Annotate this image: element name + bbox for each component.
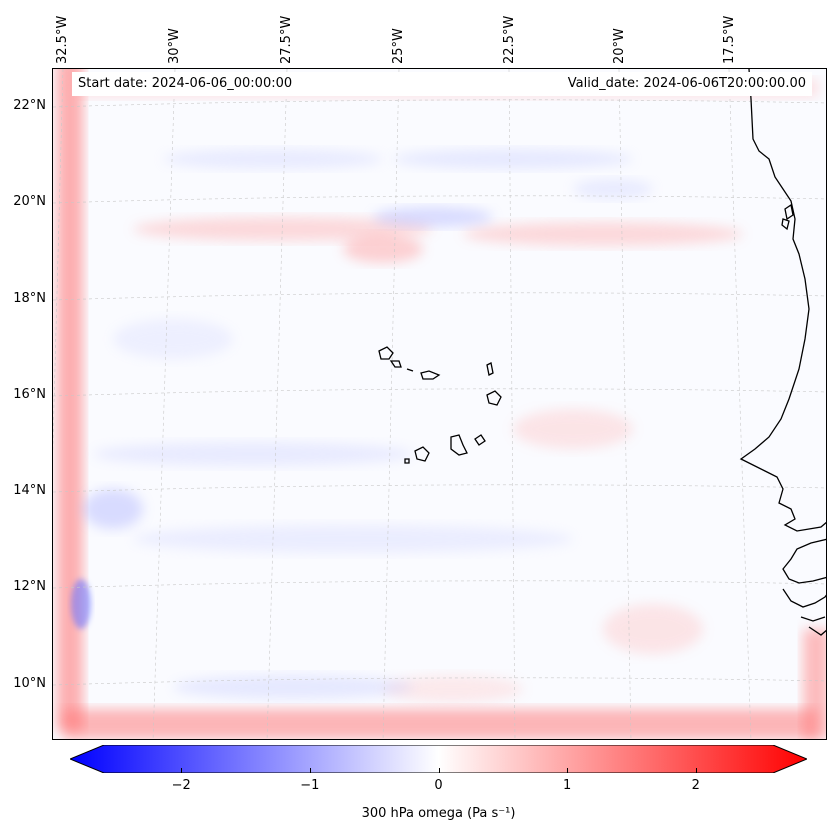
island-fogo [414, 446, 430, 462]
field-blob [83, 489, 143, 529]
map-canvas [53, 69, 826, 739]
longitude-label: 22.5°W [502, 15, 517, 64]
map-panel [52, 68, 827, 740]
field-blob [133, 525, 573, 553]
field-blob [513, 409, 633, 449]
field-blob [573, 179, 653, 199]
coast-segment [782, 538, 826, 584]
colorbar-tick-label: −1 [300, 778, 320, 793]
longitude-label: 30°W [167, 28, 182, 64]
colorbar-tick-label: 0 [434, 778, 443, 793]
graticule [53, 69, 826, 739]
latitude-label: 18°N [13, 291, 46, 306]
colorbar-gradient [70, 745, 807, 773]
field-blob [343, 235, 423, 263]
colorbar-tickmark [567, 768, 569, 773]
colorbar-tick-label: 2 [691, 778, 700, 793]
island-brava [404, 458, 410, 464]
colorbar [70, 745, 807, 773]
longitude-label: 32.5°W [55, 15, 70, 64]
field-blob [393, 149, 633, 169]
boundary-west [57, 69, 83, 731]
field-blob [113, 319, 233, 359]
omega-field [57, 69, 826, 739]
latitude-label: 14°N [13, 483, 46, 498]
colorbar-tickmark [438, 768, 440, 773]
field-blob [93, 442, 413, 466]
africa-coastline [739, 69, 826, 532]
island-sao-nicolau [420, 370, 441, 380]
colorbar-tick-label: 1 [563, 778, 572, 793]
island-santo-antao [378, 346, 394, 360]
field-blob [373, 207, 493, 227]
latitude-label: 20°N [13, 194, 46, 209]
island-sal [486, 362, 494, 376]
island-boa-vista [486, 390, 502, 406]
boundary-south [63, 709, 818, 739]
field-blob [603, 604, 703, 654]
island-santa-luzia [406, 368, 414, 372]
latitude-label: 22°N [13, 98, 46, 113]
field-blob [463, 222, 743, 246]
coastline [378, 69, 826, 636]
coast-segment [782, 588, 826, 608]
island [781, 203, 794, 231]
longitude-label: 17.5°W [722, 15, 737, 64]
longitude-label: 20°W [612, 28, 627, 64]
longitude-label: 25°W [391, 28, 406, 64]
field-blob [163, 149, 383, 169]
field-blob [133, 217, 433, 241]
latitude-label: 10°N [13, 676, 46, 691]
start-date-label: Start date: 2024-06-06_00:00:00 [72, 72, 550, 96]
island-maio [474, 434, 486, 446]
field-blob [71, 579, 91, 629]
boundary-east [803, 629, 826, 739]
field-blob [383, 675, 523, 703]
valid-date-label: Valid_date: 2024-06-06T20:00:00.00 [538, 72, 812, 96]
island-santiago [450, 434, 468, 456]
colorbar-tickmark [695, 768, 697, 773]
colorbar-label: 300 hPa omega (Pa s⁻¹) [361, 806, 516, 821]
island-sao-vicente [389, 360, 402, 368]
colorbar-tickmark [181, 768, 183, 773]
colorbar-tick-label: −2 [171, 778, 191, 793]
latitude-label: 16°N [13, 387, 46, 402]
field-blob [173, 675, 413, 699]
latitude-label: 12°N [13, 579, 46, 594]
longitude-label: 27.5°W [279, 15, 294, 64]
colorbar-tickmark [309, 768, 311, 773]
coast-segment [800, 616, 826, 636]
